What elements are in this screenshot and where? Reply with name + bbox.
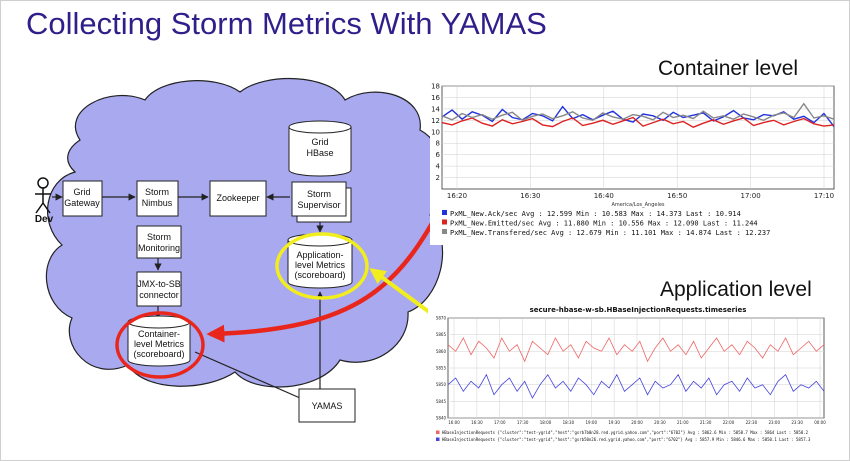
zookeeper-box [209,180,267,217]
application-legend-entry: HBaseInjectionRequests {"cluster":"test-… [442,437,811,442]
grid-gateway-box [62,180,103,217]
grid-hbase-label: Grid HBase [306,137,333,158]
container-chart-x-tick: 16:40 [594,192,614,200]
application-chart-y-tick: 5870 [436,316,447,321]
application-metrics-cylinder [287,233,353,289]
container-legend-swatch [442,229,447,234]
container-chart-y-tick: 14 [431,105,440,113]
container-legend-entry: PxML_New.Transfered/sec Avg : 12.679 Min… [450,229,770,237]
application-chart-x-tick: 18:00 [540,420,552,425]
application-level-chart: secure-hbase-w-sb.HBaseInjectionRequests… [428,302,840,459]
slide-title: Collecting Storm Metrics With YAMAS [26,6,547,41]
application-legend-swatch [436,430,440,434]
container-metrics-cylinder [127,315,191,367]
container-level-label: Container level [658,57,799,80]
application-series-line [447,373,825,399]
container-chart-x-tick: 16:30 [520,192,540,200]
application-chart-x-tick: 22:00 [723,420,735,425]
application-chart-x-tick: 16:00 [448,420,460,425]
application-chart-x-tick: 17:00 [494,420,506,425]
container-chart-y-tick: 12 [431,117,440,125]
container-chart-subtitle: America/Los_Angeles [611,202,664,208]
application-legend-entry: HBaseInjectionRequests {"cluster":"test-… [442,430,809,435]
application-chart-y-tick: 5845 [436,399,447,404]
application-chart-y-tick: 5865 [436,332,447,337]
application-series-line [447,337,825,363]
application-chart-y-tick: 5850 [436,382,447,387]
storm-supervisor-label: Storm Supervisor [297,189,340,210]
application-chart-x-tick: 22:30 [746,420,758,425]
application-chart-x-tick: 19:00 [585,420,597,425]
application-metrics-highlight [275,232,369,300]
application-chart-x-tick: 21:30 [700,420,712,425]
storm-nimbus-label: Storm Nimbus [142,187,173,208]
container-chart-y-tick: 18 [431,83,440,91]
application-chart-title: secure-hbase-w-sb.HBaseInjectionRequests… [530,306,747,314]
application-level-label: Application level [660,278,812,301]
storm-monitoring-label: Storm Monitoring [138,232,180,253]
jmx-to-sb-label: JMX-to-SB connector [137,279,181,300]
container-legend-swatch [442,219,447,225]
application-chart-y-tick: 5860 [436,349,447,354]
storm-supervisor-box [291,181,347,217]
application-chart-x-tick: 16:30 [471,420,483,425]
application-chart-grid [448,317,824,419]
application-chart-x-tick: 21:00 [677,420,689,425]
zookeeper-label: Zookeeper [216,193,259,203]
container-chart-grid [442,85,834,189]
storm-nimbus-box [136,180,179,217]
container-chart-x-tick: 16:20 [447,192,467,200]
application-chart-x-tick: 20:30 [654,420,666,425]
container-series-line [441,116,835,128]
container-chart-y-tick: 10 [431,128,440,136]
storm-monitoring-box [136,225,182,259]
application-metrics-label: Application-level Metrics (scoreboard) [294,250,345,280]
container-chart-y-tick: 6 [436,151,441,159]
yamas-box [298,388,356,423]
application-chart-x-tick: 20:00 [631,420,643,425]
yamas-label: YAMAS [312,401,343,411]
container-metrics-label: Container-level Metrics (scoreboard) [133,329,184,359]
application-chart-x-tick: 17:30 [517,420,529,425]
application-chart-y-tick: 5855 [436,366,447,371]
container-chart-y-tick: 8 [436,140,440,148]
grid-hbase-cylinder [288,120,352,177]
container-chart-y-tick: 16 [431,94,440,102]
container-chart-x-tick: 16:50 [667,192,687,200]
jmx-to-sb-box [136,271,182,307]
container-metrics-highlight [115,311,205,379]
application-chart-x-tick: 23:30 [791,420,803,425]
application-chart-x-tick: 23:00 [768,420,780,425]
container-chart-plot-area [441,85,835,190]
container-level-chart: 2 4 6 8 10 12 14 16 18 16:20 16:30 16:40 16:50 17:00… [430,80,840,245]
container-chart-y-tick: 2 [436,174,440,182]
application-chart-y-tick: 5840 [436,416,447,421]
application-chart-x-tick: 18:30 [563,420,575,425]
container-level-arrow [206,198,447,343]
application-legend-swatch [436,437,440,441]
container-chart-x-tick: 17:00 [741,192,761,200]
cloud-shape [45,78,445,388]
container-chart-x-tick: 17:10 [814,192,834,200]
application-chart-x-tick: 00:00 [814,420,826,425]
container-series-line [441,102,835,122]
container-legend-entry: PxML_New.Ack/sec Avg : 12.599 Min : 10.5… [450,210,741,218]
dev-label: Dev [35,214,54,225]
container-legend-entry: PxML_New.Emitted/sec Avg : 11.880 Min : … [450,220,758,228]
container-legend-swatch [442,210,447,215]
grid-gateway-label: Grid Gateway [64,187,100,208]
container-chart-y-tick: 4 [436,163,441,171]
application-chart-x-tick: 19:30 [608,420,620,425]
developer-figure [35,177,51,214]
